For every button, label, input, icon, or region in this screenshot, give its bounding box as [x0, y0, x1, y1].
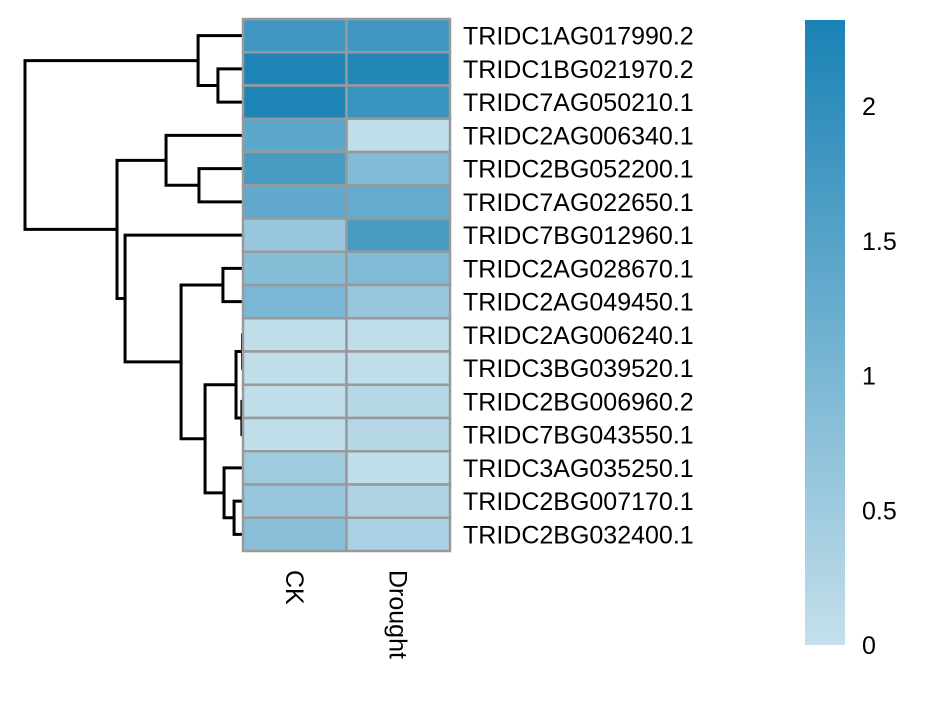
heatmap-cell — [241, 117, 348, 154]
dendrogram-branch — [164, 133, 243, 187]
row-label: TRIDC2BG032400.1 — [463, 521, 694, 549]
row-label: TRIDC2AG028670.1 — [463, 255, 694, 283]
row-label: TRIDC7AG022650.1 — [463, 189, 694, 217]
row-label: TRIDC1BG021970.2 — [463, 56, 694, 84]
legend-tick-label: 0.5 — [862, 497, 897, 525]
row-label: TRIDC2BG006960.2 — [463, 388, 694, 416]
dendrogram-branch — [221, 266, 243, 304]
row-dendrogram — [23, 34, 245, 536]
column-label: CK — [280, 570, 308, 605]
heatmap-cell — [345, 84, 452, 120]
heatmap-cell — [345, 117, 452, 154]
dendrogram-branch — [123, 233, 243, 364]
heatmap-cell — [241, 383, 348, 420]
row-label: TRIDC1AG017990.2 — [463, 23, 694, 51]
dendrogram-branch — [216, 67, 243, 104]
heatmap-cell — [241, 483, 348, 519]
heatmap-cell — [345, 416, 452, 453]
row-label: TRIDC2AG006240.1 — [463, 322, 694, 350]
heatmap-cell — [241, 350, 348, 386]
column-label: Drought — [383, 570, 411, 659]
legend-tick-label: 1 — [862, 363, 876, 391]
row-label: TRIDC3BG039520.1 — [463, 355, 694, 383]
heatmap-cell — [241, 317, 348, 353]
dendrogram-branch — [196, 34, 243, 87]
heatmap-cell — [241, 217, 348, 253]
legend-tick-label: 1.5 — [862, 228, 897, 256]
heatmap-cell — [345, 184, 452, 220]
dendrogram-branch — [197, 167, 243, 204]
heatmap-cell — [241, 184, 348, 220]
dendrogram-branch — [232, 499, 243, 536]
row-label: TRIDC7AG050210.1 — [463, 89, 694, 117]
row-label: TRIDC7BG043550.1 — [463, 422, 694, 450]
heatmap-cell — [241, 416, 348, 453]
dendrogram-branch — [179, 283, 223, 441]
row-label: TRIDC2BG007170.1 — [463, 488, 694, 516]
heatmap-cell — [345, 450, 452, 486]
row-label: TRIDC2BG052200.1 — [463, 156, 694, 184]
row-labels: TRIDC1AG017990.2 TRIDC1BG021970.2 TRIDC7AG… — [463, 23, 694, 550]
column-labels: CK Drought — [280, 570, 412, 659]
heatmap-cell — [345, 350, 452, 386]
heatmap-cell — [345, 250, 452, 287]
row-label: TRIDC2AG049450.1 — [463, 289, 694, 317]
row-label: TRIDC7BG012960.1 — [463, 222, 694, 250]
heatmap-cell — [345, 516, 452, 553]
heatmap-cell — [345, 150, 452, 187]
color-legend: 0 0.5 1 1.5 2 — [805, 20, 897, 660]
dendrogram-branch — [23, 59, 199, 231]
heatmap-cell — [241, 516, 348, 553]
heatmap-cell — [241, 283, 348, 320]
row-label: TRIDC2AG006340.1 — [463, 122, 694, 150]
row-label: TRIDC3AG035250.1 — [463, 455, 694, 483]
heatmap-cell — [241, 84, 348, 120]
heatmap-cell — [241, 150, 348, 187]
heatmap-cell — [241, 17, 348, 54]
heatmap-cell — [345, 317, 452, 353]
heatmap-cell — [241, 250, 348, 287]
heatmap-cell — [241, 51, 348, 87]
heatmap-cell — [241, 450, 348, 486]
legend-tick-label: 2 — [862, 93, 876, 121]
legend-tick-label: 0 — [862, 632, 876, 660]
dendrogram-branch — [203, 383, 237, 495]
heatmap-cell — [345, 17, 452, 54]
heatmap-cell — [345, 51, 452, 87]
heatmap-cells — [241, 17, 452, 553]
colorbar — [805, 20, 845, 645]
heatmap-cell — [345, 217, 452, 253]
heatmap-cell — [345, 283, 452, 320]
heatmap-cell — [345, 383, 452, 420]
heatmap-cell — [345, 483, 452, 519]
